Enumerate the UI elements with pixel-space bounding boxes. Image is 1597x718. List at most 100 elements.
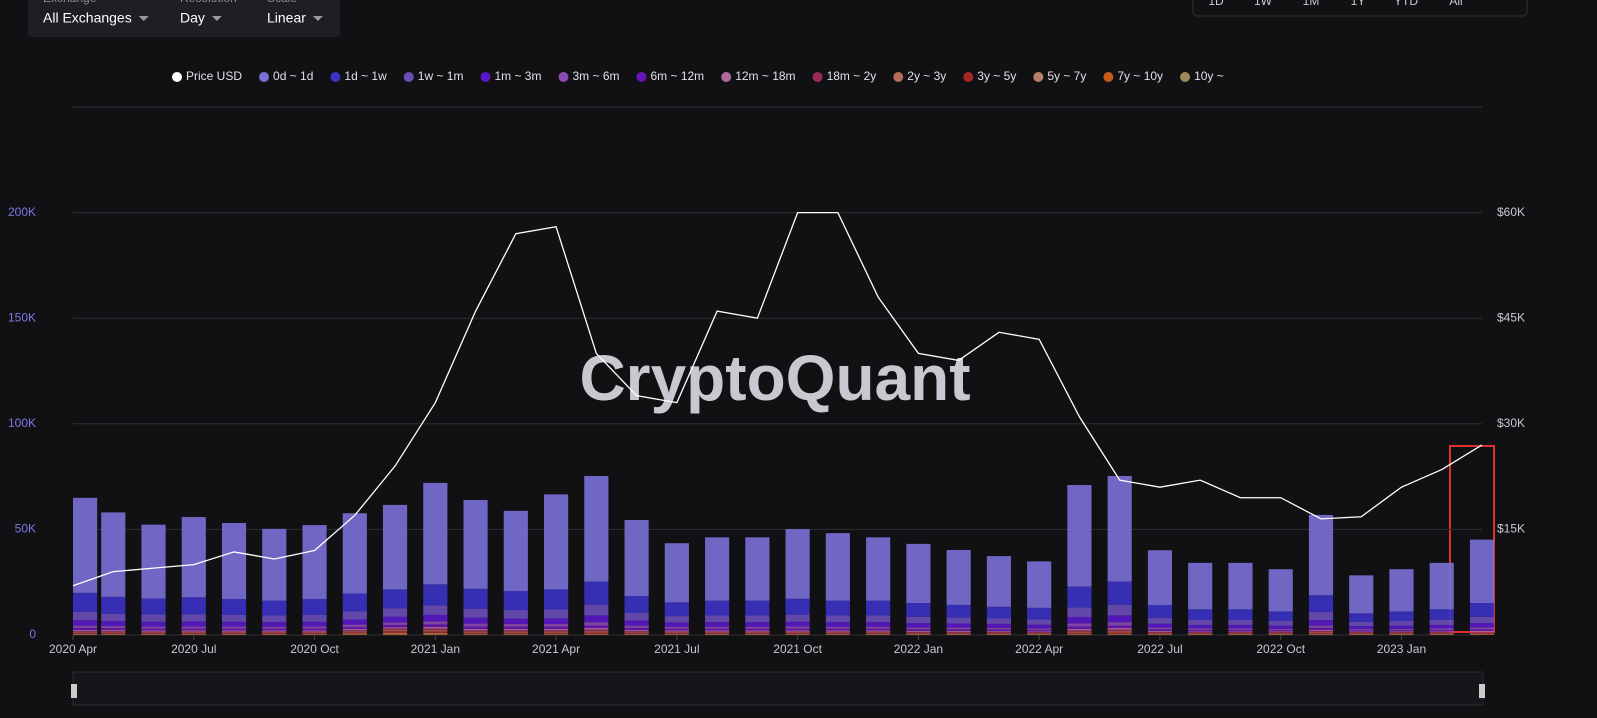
control-label: Resolution	[180, 0, 237, 5]
y-tick-label: 0	[29, 627, 36, 641]
y2-tick-label: $15K	[1497, 522, 1525, 536]
range-button[interactable]: All	[1449, 0, 1462, 8]
bar-segment	[1147, 617, 1173, 624]
bar-segment	[1067, 628, 1092, 631]
bar-segment	[544, 626, 569, 629]
bar-segment	[1429, 631, 1454, 633]
bar-segment	[503, 610, 528, 619]
range-button[interactable]: YTD	[1394, 0, 1418, 8]
legend-label[interactable]: Price USD	[186, 69, 242, 83]
bar-segment	[262, 615, 287, 623]
bar-segment	[423, 614, 448, 622]
bar-segment	[584, 581, 609, 605]
bar-segment	[584, 631, 609, 633]
bar-segment	[1389, 625, 1414, 629]
legend-label[interactable]: 1m ~ 3m	[494, 69, 541, 83]
bar-segment	[1228, 562, 1253, 610]
control-value[interactable]: Linear	[267, 10, 306, 26]
legend-marker	[963, 72, 974, 82]
y2-tick-label: $30K	[1497, 416, 1525, 430]
bar-segment	[946, 623, 971, 628]
bar-segment	[503, 624, 528, 627]
x-tick-label: 2022 Jul	[1137, 642, 1182, 656]
range-button[interactable]: 1W	[1254, 0, 1273, 8]
legend-label[interactable]: 5y ~ 7y	[1047, 69, 1086, 83]
bar-segment	[73, 631, 98, 633]
bar-segment	[1349, 628, 1374, 631]
bar-segment	[866, 622, 891, 627]
bar-segment	[1188, 630, 1213, 632]
bar-segment	[1308, 631, 1334, 633]
navigator[interactable]	[72, 671, 1484, 706]
bar-segment	[624, 631, 649, 633]
legend-label[interactable]: 12m ~ 18m	[735, 69, 795, 83]
bar-segment	[423, 631, 448, 633]
range-button[interactable]: 1D	[1208, 0, 1224, 8]
bar-segment	[1268, 630, 1293, 632]
bar-segment	[221, 628, 247, 631]
bar-segment	[1027, 619, 1052, 625]
bar-segment	[664, 622, 689, 627]
legend-label[interactable]: 3y ~ 5y	[977, 69, 1016, 83]
bar-segment	[1027, 632, 1052, 634]
bar-segment	[73, 620, 98, 626]
bar-segment	[463, 588, 488, 609]
legend-label[interactable]: 2y ~ 3y	[907, 69, 946, 83]
navigator-handle[interactable]	[1479, 684, 1485, 698]
bar-segment	[664, 632, 689, 634]
bar-segment	[584, 632, 609, 634]
bar-segment	[1389, 628, 1414, 631]
bar-segment	[825, 631, 850, 633]
bar-segment	[785, 598, 810, 615]
bar-segment	[745, 628, 770, 631]
x-tick-label: 2021 Jan	[411, 642, 460, 656]
control-label: Exchange	[43, 0, 97, 5]
bar-segment	[1268, 620, 1293, 626]
bar-segment	[101, 628, 126, 631]
bar-segment	[745, 600, 770, 616]
legend-label[interactable]: 18m ~ 2y	[827, 69, 877, 83]
bar-segment	[141, 633, 166, 635]
legend-label[interactable]: 7y ~ 10y	[1117, 69, 1163, 83]
legend-label[interactable]: 10y ~	[1194, 69, 1224, 83]
range-button[interactable]: 1Y	[1351, 0, 1366, 8]
bar-segment	[906, 627, 931, 630]
control-value[interactable]: All Exchanges	[43, 10, 132, 26]
bar-segment	[664, 616, 689, 623]
bar-segment	[1188, 609, 1213, 620]
range-button[interactable]: 1M	[1303, 0, 1320, 8]
bar-segment	[664, 543, 689, 603]
bar-segment	[825, 628, 850, 631]
bar-segment	[262, 631, 287, 633]
y2-tick-label: $60K	[1497, 205, 1525, 219]
legend-label[interactable]: 1w ~ 1m	[418, 69, 464, 83]
legend-marker	[812, 72, 823, 82]
bar-segment	[302, 631, 327, 633]
bar-segment	[1027, 607, 1052, 620]
bar-segment	[705, 537, 730, 601]
bar-segment	[463, 630, 488, 632]
legend-label[interactable]: 0d ~ 1d	[273, 69, 313, 83]
bar-segment	[946, 549, 971, 605]
bar-segment	[101, 613, 126, 622]
bar-segment	[986, 606, 1011, 619]
bar-segment	[181, 597, 206, 615]
legend-label[interactable]: 6m ~ 12m	[650, 69, 704, 83]
bar-segment	[745, 633, 770, 635]
legend-label[interactable]: 3m ~ 6m	[572, 69, 619, 83]
control-value[interactable]: Day	[180, 10, 205, 26]
bar-segment	[1268, 632, 1293, 634]
bar-segment	[141, 626, 166, 629]
bar-segment	[1027, 624, 1052, 629]
legend-label[interactable]: 1d ~ 1w	[344, 69, 387, 83]
bar-segment	[423, 626, 448, 629]
navigator-handle[interactable]	[71, 684, 77, 698]
bar-segment	[1228, 628, 1253, 631]
bar-segment	[141, 632, 166, 634]
legend-marker	[259, 72, 270, 82]
bar-segment	[986, 623, 1011, 628]
bar-segment	[1107, 622, 1132, 626]
bar-segment	[1188, 631, 1213, 633]
bar-segment	[382, 632, 408, 634]
bar-segment	[1228, 630, 1253, 632]
